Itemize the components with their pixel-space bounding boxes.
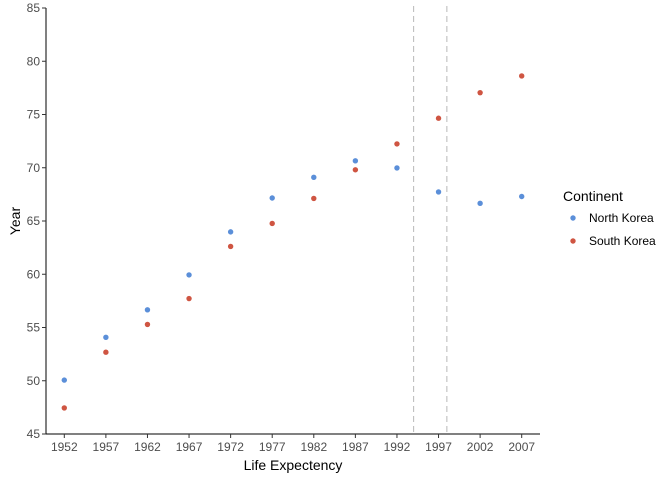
point-south-korea-1997 [435, 115, 442, 121]
x-axis-title: Life Expectency [244, 457, 343, 473]
y-tick-label: 80 [27, 54, 41, 68]
x-tick-label: 1967 [176, 440, 203, 454]
point-north-korea-1987 [352, 158, 359, 164]
point-south-korea-1992 [394, 141, 400, 147]
point-north-korea-1972 [227, 229, 234, 235]
x-tick-label: 1997 [425, 440, 452, 454]
point-south-korea-2007 [519, 73, 525, 79]
point-north-korea-1962 [144, 307, 151, 313]
y-tick-label: 75 [27, 108, 41, 122]
legend-key-north-korea [570, 215, 576, 221]
point-south-korea-1977 [269, 220, 275, 227]
y-tick-label: 65 [27, 214, 41, 228]
x-axis-ticks: 1952 1957 1962 1967 1972 1977 1982 1987 1992 1997… [51, 434, 535, 454]
x-tick-label: 1972 [217, 440, 244, 454]
point-south-korea-2002 [477, 89, 483, 96]
x-tick-label: 1987 [342, 440, 369, 454]
point-north-korea-1992 [394, 165, 400, 171]
y-tick-label: 70 [27, 161, 41, 175]
x-tick-label: 1962 [134, 440, 161, 454]
x-tick-label: 2007 [508, 440, 535, 454]
y-tick-label: 45 [27, 427, 41, 441]
y-tick-label: 85 [27, 1, 41, 15]
legend-title: Continent [563, 188, 623, 204]
point-north-korea-1952 [61, 377, 67, 383]
x-tick-label: 1977 [259, 440, 286, 454]
point-south-korea-1952 [61, 405, 67, 411]
point-south-korea-1982 [311, 195, 317, 202]
y-axis-title: Year [7, 207, 23, 236]
legend: Continent North Korea South Korea [563, 188, 656, 248]
data-points [61, 73, 525, 411]
point-north-korea-2007 [519, 193, 525, 200]
point-south-korea-1962 [144, 321, 151, 328]
point-north-korea-1982 [311, 174, 317, 181]
y-tick-label: 55 [27, 321, 41, 335]
x-tick-label: 1982 [300, 440, 327, 454]
reference-lines [413, 6, 448, 434]
point-south-korea-1957 [103, 349, 109, 355]
y-axis-ticks: 45 50 55 60 65 70 75 80 85 [27, 1, 46, 441]
x-tick-label: 2002 [467, 440, 494, 454]
x-tick-label: 1957 [93, 440, 120, 454]
y-tick-label: 50 [27, 374, 41, 388]
point-north-korea-1977 [269, 195, 275, 201]
legend-label-south-korea: South Korea [589, 234, 656, 248]
point-south-korea-1987 [352, 167, 359, 173]
x-tick-label: 1992 [384, 440, 411, 454]
point-north-korea-1957 [103, 334, 109, 340]
point-north-korea-1997 [435, 189, 442, 195]
point-south-korea-1972 [227, 243, 234, 250]
point-north-korea-2002 [477, 200, 483, 207]
legend-label-north-korea: North Korea [589, 211, 654, 225]
y-tick-label: 60 [27, 267, 41, 281]
point-north-korea-1967 [186, 272, 192, 278]
x-tick-label: 1952 [51, 440, 78, 454]
point-south-korea-1967 [186, 295, 192, 302]
legend-key-south-korea [570, 238, 576, 244]
